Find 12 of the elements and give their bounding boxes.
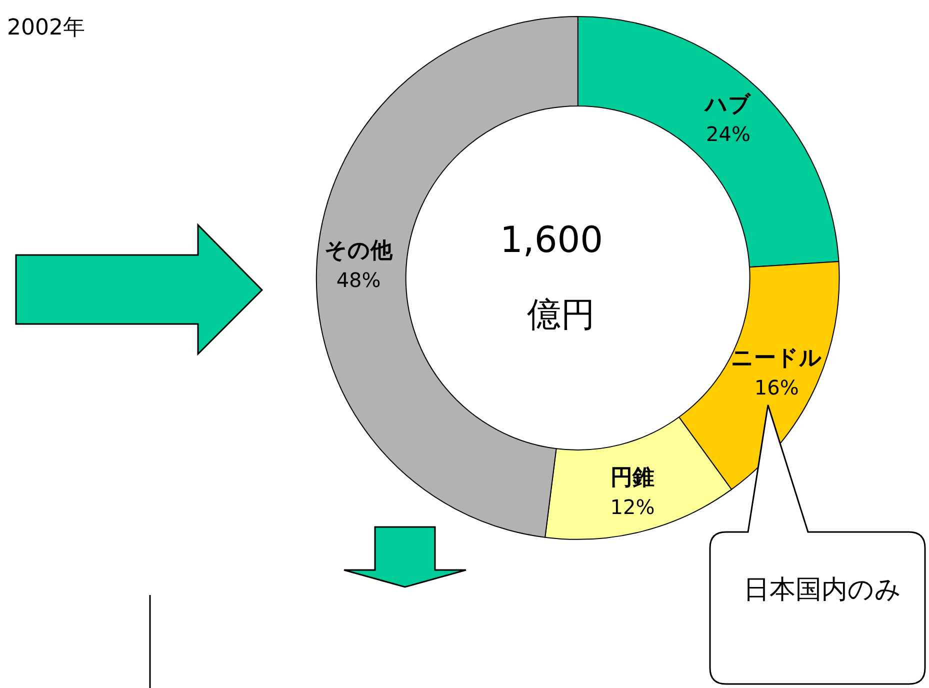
slice-label: その他 [324, 238, 394, 264]
slice-label: ハブ [703, 92, 752, 118]
slice-label: ニードル [731, 346, 822, 372]
text: 億円 [527, 294, 596, 337]
data-label: 16% [754, 376, 799, 400]
data-label: 12% [610, 494, 655, 519]
data-label: 24% [706, 122, 750, 146]
text: 1,600 [500, 219, 604, 263]
text: 日本国内のみ [742, 574, 902, 607]
data-label: 48% [336, 268, 381, 292]
text: 2002年 [7, 16, 85, 40]
slice-label: 円錐 [610, 465, 654, 490]
